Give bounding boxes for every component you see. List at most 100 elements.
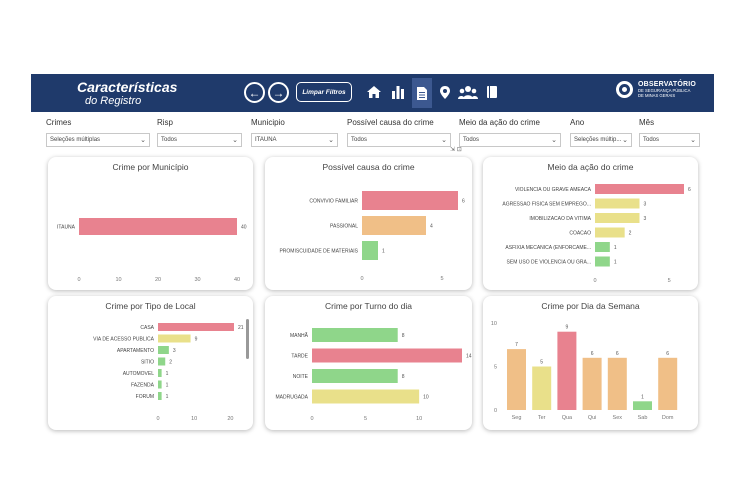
page-title: Características do Registro [77, 80, 177, 107]
filter-possivel-causa-label: Possível causa do crime [347, 118, 434, 127]
filter-focus-icon[interactable]: ⇲ ⊡ [450, 147, 462, 153]
data-label: 1 [614, 259, 617, 265]
filter-ano-dropdown[interactable]: Seleções múltip... ⌄ [570, 133, 632, 147]
data-label: 40 [241, 224, 247, 230]
book-icon[interactable] [483, 83, 501, 101]
people-icon[interactable] [457, 83, 479, 101]
chevron-down-icon: ⌄ [690, 137, 696, 144]
bar [312, 369, 398, 383]
tick-label: 0 [310, 416, 313, 422]
document-icon[interactable] [412, 78, 432, 108]
category-label: SEM USO DE VIOLENCIA OU GRA... [507, 259, 591, 265]
filter-possivel-causa-value: Todos [351, 137, 368, 143]
category-label: AUTOMOVEL [123, 371, 155, 377]
bar [362, 241, 378, 260]
category-label: PROMISCUIDADE DE MATERIAIS [279, 248, 358, 254]
filter-municipio-dropdown[interactable]: ITAUNA ⌄ [251, 133, 338, 147]
bar [607, 357, 627, 410]
category-label: FAZENDA [131, 382, 155, 388]
logo-text-line3: DE MINAS GERAIS [638, 93, 676, 99]
data-label: 5 [540, 360, 543, 366]
bar [633, 401, 652, 410]
filter-crimes: Crimes Seleções múltiplas ⌄ [46, 118, 150, 147]
filter-crimes-dropdown[interactable]: Seleções múltiplas ⌄ [46, 133, 150, 147]
category-label: Qui [588, 415, 597, 421]
chart-crime-por-municipio: ITAUNA 40 0 10 20 30 40 [57, 218, 247, 283]
data-label: 3 [644, 201, 647, 207]
category-label: IMOBILIZACAO DA VITIMA [529, 216, 591, 222]
data-label: 6 [688, 187, 691, 193]
bar [595, 242, 610, 252]
category-label: MADRUGADA [275, 394, 308, 400]
filter-mes-dropdown[interactable]: Todos ⌄ [639, 133, 700, 147]
data-label: 1 [614, 245, 617, 251]
category-label: Seg [512, 415, 522, 421]
dashboard-header: Características do Registro ← → Limpar F… [31, 74, 714, 112]
back-button[interactable]: ← [244, 82, 265, 103]
tick-label: 20 [155, 277, 161, 283]
category-label: MANHÃ [290, 332, 309, 339]
category-label: SITIO [141, 359, 154, 365]
forward-button[interactable]: → [268, 82, 289, 103]
clear-filters-button[interactable]: Limpar Filtros [296, 82, 352, 102]
bar [158, 392, 162, 400]
filter-risp: Risp Todos ⌄ [157, 118, 242, 147]
bar [312, 328, 398, 342]
bar [507, 349, 526, 410]
data-label: 4 [430, 223, 433, 229]
bar [158, 357, 166, 366]
bar [595, 256, 610, 267]
bar [658, 357, 678, 410]
tick-label: 20 [227, 416, 233, 422]
bar-chart-icon[interactable] [389, 83, 407, 101]
chart-title: Crime por Turno do dia [325, 301, 412, 311]
category-label: Sab [638, 415, 648, 421]
filter-risp-value: Todos [161, 137, 178, 143]
data-label: 1 [166, 394, 169, 400]
data-label: 1 [166, 371, 169, 377]
category-label: ITAUNA [57, 224, 76, 230]
observatorio-logo: OBSERVATÓRIO DE SEGURANÇA PÚBLICA DE MIN… [616, 81, 697, 99]
filter-meio-acao-label: Meio da ação do crime [459, 118, 540, 127]
bar [312, 348, 462, 363]
filter-mes-value: Todos [643, 137, 660, 143]
category-label: CONVIVIO FAMILIAR [309, 198, 358, 204]
tick-label: 40 [234, 277, 240, 283]
bar [362, 191, 458, 210]
tick-label: 5 [494, 365, 497, 371]
filter-risp-dropdown[interactable]: Todos ⌄ [157, 133, 242, 147]
chart-title: Meio da ação do crime [547, 162, 634, 172]
bar [557, 331, 577, 410]
data-label: 6 [616, 351, 619, 357]
data-label: 10 [423, 394, 429, 400]
category-label: COACAO [569, 230, 591, 236]
category-label: Dom [662, 415, 674, 421]
bar [595, 213, 640, 223]
home-icon[interactable] [365, 83, 383, 101]
tick-label: 0 [156, 416, 159, 422]
category-label: ASFIXIA MECANICA (ENFORCAME... [505, 245, 591, 251]
chart-title: Crime por Tipo de Local [105, 301, 196, 311]
filter-meio-acao-dropdown[interactable]: Todos ⌄ [459, 133, 561, 147]
filter-mes: Mês Todos ⌄ [639, 118, 700, 147]
category-label: APARTAMENTO [117, 348, 154, 354]
data-label: 3 [644, 216, 647, 222]
category-label: AGRESSAO FISICA SEM EMPREGO... [502, 201, 591, 207]
logo-icon [616, 81, 633, 99]
card-tipo-local: Crime por Tipo de Local CASA 21 VIA DE ACE… [48, 296, 253, 430]
category-label: NOITE [293, 374, 309, 380]
scrollbar[interactable] [246, 319, 249, 359]
filter-crimes-value: Seleções múltiplas [50, 137, 101, 143]
filter-possivel-causa-dropdown[interactable]: Todos ⌄ [347, 133, 451, 147]
filter-ano-value: Seleções múltip... [574, 137, 622, 143]
map-pin-icon[interactable] [436, 83, 454, 101]
bar [158, 323, 234, 331]
tick-label: 5 [364, 416, 367, 422]
tick-label: 10 [191, 416, 197, 422]
bar [362, 216, 426, 235]
chevron-down-icon: ⌄ [441, 137, 447, 144]
chart-title: Crime por Município [112, 162, 189, 172]
logo-text-line1: OBSERVATÓRIO [638, 81, 697, 88]
data-label: 8 [402, 333, 405, 339]
filter-meio-acao: Meio da ação do crime Todos ⌄ [459, 118, 561, 147]
